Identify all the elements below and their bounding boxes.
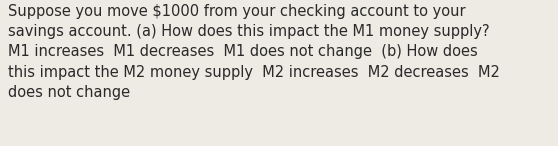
Text: Suppose you move $1000 from your checking account to your
savings account. (a) H: Suppose you move $1000 from your checkin…: [8, 4, 499, 100]
